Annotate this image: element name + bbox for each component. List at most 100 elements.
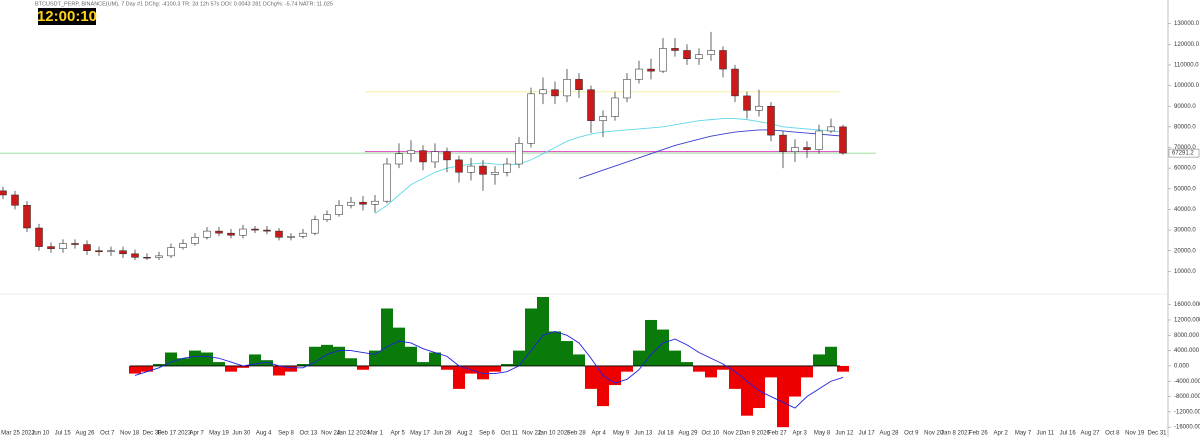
y-tick-label: 50000.0	[1174, 186, 1196, 192]
candle-body	[599, 116, 607, 121]
x-tick-label: Nov 21	[723, 431, 743, 437]
candle-body	[527, 93, 535, 144]
candle-body	[731, 68, 739, 97]
x-tick-label: Apr 4	[591, 431, 606, 437]
osc-bar	[597, 365, 609, 407]
x-tick-label: Aug 27	[1080, 431, 1100, 437]
candle-body	[827, 126, 835, 132]
osc-bar	[705, 365, 717, 378]
osc-bar	[489, 365, 501, 372]
osc-bar	[585, 365, 597, 389]
candle-body	[611, 97, 619, 117]
x-tick-label: Jan 8 2027	[941, 431, 971, 437]
y-tick-label: 70000.0	[1174, 145, 1196, 151]
x-tick-label: Nov 20	[924, 431, 944, 437]
osc-bar	[801, 365, 813, 378]
osc-tick-label: -16000.000	[1174, 425, 1200, 431]
y-tick-label: 60000.0	[1174, 166, 1196, 172]
osc-bar	[225, 365, 237, 372]
osc-bar	[777, 365, 789, 428]
osc-bar	[837, 365, 849, 372]
candle-body	[839, 126, 847, 154]
x-tick-label: Sep 8	[278, 431, 294, 437]
x-tick-label: Jun 10	[31, 431, 50, 437]
x-tick-label: Mar 25 2022	[1, 431, 35, 437]
x-tick-label: Oct 11	[501, 431, 519, 437]
osc-tick-label: 12000.000	[1174, 318, 1200, 324]
osc-bar	[657, 329, 669, 366]
candle-body	[311, 219, 319, 234]
osc-bar	[321, 344, 333, 366]
candle-body	[335, 205, 343, 215]
osc-bar	[633, 350, 645, 366]
candle-body	[143, 257, 151, 259]
x-tick-label: May 19	[209, 431, 229, 437]
y-tick-label: 120000.0	[1174, 42, 1200, 48]
last-price-label: 67291.2	[1172, 151, 1194, 157]
osc-bar	[417, 362, 429, 366]
osc-bar	[681, 362, 693, 366]
candle-body	[467, 165, 475, 173]
last-price-box	[1168, 148, 1200, 158]
y-tick-label: 90000.0	[1174, 104, 1196, 110]
candle-body	[347, 201, 355, 206]
candle-body	[71, 243, 79, 245]
osc-bar	[273, 365, 285, 376]
candle-body	[683, 50, 691, 59]
osc-tick-label: -8000.000	[1174, 394, 1200, 400]
x-tick-label: Apr 7	[189, 431, 204, 437]
candle-body	[23, 205, 31, 229]
x-tick-label: Jul 16	[1060, 431, 1077, 437]
x-tick-label: Dec 30	[142, 431, 162, 437]
osc-bar	[141, 365, 153, 372]
candle-body	[0, 190, 7, 196]
x-tick-label: Jul 18	[658, 431, 675, 437]
candle-body	[791, 147, 799, 152]
osc-bar	[405, 346, 417, 366]
osc-bar	[561, 341, 573, 366]
x-tick-label: Aug 28	[879, 431, 899, 437]
x-tick-label: Sep 6	[479, 431, 495, 437]
x-tick-label: Aug 2	[457, 431, 473, 437]
x-tick-label: Jan 12 2024	[336, 431, 370, 437]
candle-body	[119, 250, 127, 255]
osc-bar	[381, 308, 393, 366]
candle-body	[563, 79, 571, 97]
candle-body	[479, 165, 487, 175]
candle-body	[215, 230, 223, 234]
x-tick-label: Oct 13	[299, 431, 317, 437]
candle-body	[587, 89, 595, 121]
osc-bar	[549, 331, 561, 366]
candle-body	[179, 243, 187, 248]
candle-body	[239, 228, 247, 236]
x-tick-label: May 9	[613, 431, 630, 437]
x-tick-label: Feb 26	[969, 431, 988, 437]
osc-tick-label: 0.000	[1174, 363, 1190, 369]
x-tick-label: Apr 2	[993, 431, 1008, 437]
candle-body	[155, 255, 163, 258]
x-tick-label: Jun 28	[433, 431, 452, 437]
x-tick-label: May 7	[1015, 431, 1032, 437]
x-tick-label: Nov 22	[522, 431, 542, 437]
y-tick-label: 10000.0	[1174, 269, 1196, 275]
candle-body	[515, 143, 523, 165]
x-tick-label: Feb 17 2023	[157, 431, 191, 437]
candle-body	[551, 89, 559, 97]
candle-body	[11, 194, 19, 206]
x-tick-label: Jun 13	[634, 431, 653, 437]
osc-bar	[129, 365, 141, 374]
x-tick-label: Mar 1	[368, 431, 384, 437]
candle-body	[419, 150, 427, 163]
osc-bar	[729, 365, 741, 389]
osc-bar	[789, 365, 801, 397]
x-tick-label: Dec 31	[1147, 431, 1167, 437]
candle-body	[431, 151, 439, 163]
candle-body	[575, 79, 583, 90]
osc-bar	[453, 365, 465, 389]
y-tick-label: 100000.0	[1174, 83, 1200, 89]
candle-body	[383, 163, 391, 202]
x-tick-label: Nov 18	[120, 431, 140, 437]
osc-bar	[573, 354, 585, 366]
osc-bar	[645, 319, 657, 366]
candle-body	[371, 200, 379, 205]
